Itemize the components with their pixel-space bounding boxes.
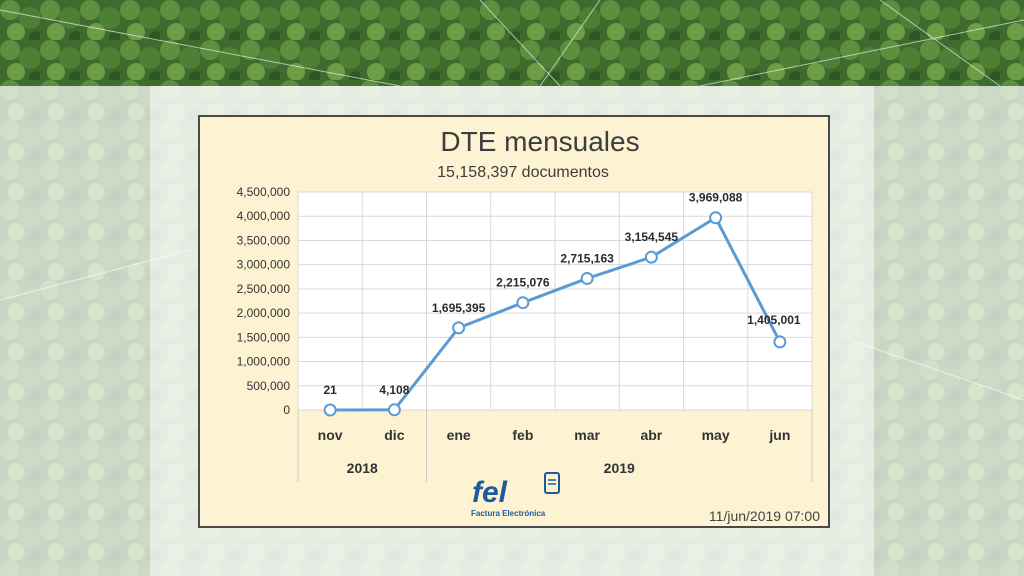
y-tick-label: 3,000,000 — [237, 258, 291, 272]
series-line — [323, 211, 787, 417]
x-category-label: feb — [512, 427, 533, 443]
x-category-label: dic — [384, 427, 404, 443]
data-label: 4,108 — [379, 383, 409, 397]
data-label: 2,715,163 — [560, 251, 614, 265]
x-axis-categories: nov dic ene feb mar abr may jun — [318, 427, 791, 443]
data-labels: 21 4,108 1,695,395 2,215,076 2,715,163 3,154,… — [323, 191, 800, 397]
line-chart: DTE mensuales 15,158,397 documentos 0 500… — [237, 126, 821, 524]
x-category-label: may — [702, 427, 730, 443]
data-label: 2,215,076 — [496, 276, 550, 290]
data-label: 3,154,545 — [625, 230, 679, 244]
y-axis-ticks: 0 500,000 1,000,000 1,500,000 2,000,000 2,500… — [237, 185, 291, 417]
x-category-label: nov — [318, 427, 343, 443]
logo-subtitle: Factura Electrónica — [471, 509, 546, 518]
x-category-label: ene — [447, 427, 471, 443]
gridlines — [297, 191, 813, 411]
data-point — [709, 211, 723, 225]
x-category-label: abr — [640, 427, 662, 443]
y-tick-label: 2,000,000 — [237, 306, 291, 320]
data-point — [452, 321, 466, 335]
x-group-label: 2018 — [347, 460, 378, 476]
y-tick-label: 4,500,000 — [237, 185, 291, 199]
data-point — [516, 296, 530, 310]
data-point — [323, 403, 337, 417]
y-tick-label: 500,000 — [247, 379, 291, 393]
logo-wordmark: fel — [472, 476, 508, 509]
data-label: 1,695,395 — [432, 301, 486, 315]
y-tick-label: 1,000,000 — [237, 355, 291, 369]
x-category-label: jun — [768, 427, 790, 443]
series-polyline — [330, 215, 782, 412]
y-tick-label: 4,000,000 — [237, 209, 291, 223]
data-point — [580, 271, 594, 285]
chart-card: DTE mensuales 15,158,397 documentos 0 500… — [198, 115, 830, 528]
chart-title: DTE mensuales — [440, 126, 639, 157]
timestamp: 11/jun/2019 07:00 — [709, 508, 820, 524]
y-tick-label: 1,500,000 — [237, 330, 291, 344]
x-group-label: 2019 — [604, 460, 635, 476]
data-label: 1,405,001 — [747, 313, 801, 327]
chart-subtitle: 15,158,397 documentos — [437, 164, 609, 181]
x-category-label: mar — [574, 427, 600, 443]
data-label: 3,969,088 — [689, 191, 743, 205]
logo-device-icon — [544, 472, 560, 494]
data-label: 21 — [323, 383, 337, 397]
y-tick-label: 2,500,000 — [237, 282, 291, 296]
y-tick-label: 3,500,000 — [237, 233, 291, 247]
data-point — [387, 403, 401, 417]
fel-logo: fel Factura Electrónica — [471, 472, 560, 518]
y-tick-label: 0 — [283, 403, 290, 417]
data-point — [773, 335, 787, 349]
x-axis-groups: 2018 2019 — [297, 410, 813, 482]
data-point — [644, 250, 658, 264]
